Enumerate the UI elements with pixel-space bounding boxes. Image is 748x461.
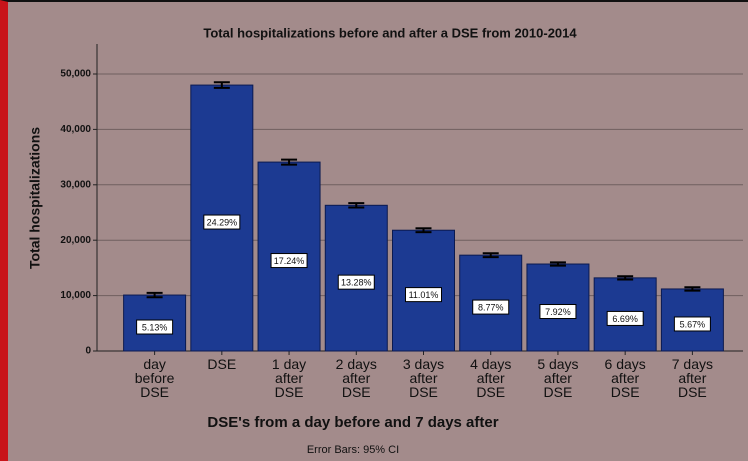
y-tick-label: 20,000 (60, 235, 91, 246)
error-bar (213, 81, 230, 89)
percent-label: 13.28% (341, 278, 372, 288)
percent-label: 7.92% (545, 307, 571, 317)
error-bar (684, 286, 701, 292)
percent-label: 5.67% (680, 319, 706, 329)
y-tick-label: 40,000 (60, 124, 91, 135)
x-tick-label: 3 days after DSE (402, 356, 445, 400)
percent-label: 17.24% (274, 256, 305, 266)
error-bar (281, 158, 298, 166)
footnote: Error Bars: 95% CI (307, 444, 399, 456)
percent-label-box (136, 319, 174, 335)
percent-label-box (405, 287, 442, 303)
x-tick-label: 6 days after DSE (604, 356, 646, 400)
y-tick-label: 30,000 (60, 179, 91, 190)
error-bar (617, 275, 634, 281)
error-bar (549, 261, 566, 267)
percent-label: 24.29% (207, 217, 238, 227)
x-tick-label: 2 days after DSE (335, 356, 377, 400)
percent-label: 8.77% (478, 302, 504, 312)
x-tick-label: day before DSE (134, 356, 175, 400)
percent-label-box (337, 274, 375, 290)
x-axis-title: DSE's from a day before and 7 days after (207, 414, 498, 431)
error-bar (482, 252, 499, 259)
percent-label: 6.69% (612, 314, 638, 324)
y-tick-label: 50,000 (60, 69, 91, 80)
x-tick-label: 7 days after DSE (671, 356, 713, 400)
percent-label: 5.13% (142, 322, 168, 332)
chart-title: Total hospitalizations before and after … (203, 25, 577, 40)
error-bar (348, 202, 365, 209)
y-tick-label: 0 (85, 346, 91, 357)
percent-label-box (270, 253, 308, 269)
percent-label-box (673, 316, 711, 332)
percent-label-box (539, 304, 577, 320)
x-tick-label: 5 days after DSE (537, 356, 579, 400)
percent-label-box (203, 214, 241, 230)
x-tick-label: DSE (207, 356, 237, 372)
x-tick-label: 4 days after DSE (470, 356, 512, 400)
error-bar (415, 227, 432, 234)
percent-label-box (606, 310, 644, 326)
percent-label-box (472, 299, 510, 315)
chart-svg: Total hospitalizations before and after … (27, 25, 743, 456)
y-tick-label: 10,000 (60, 290, 91, 301)
y-axis-title: Total hospitalizations (27, 127, 43, 269)
error-bar (146, 291, 163, 299)
x-tick-label: 1 day after DSE (271, 356, 307, 400)
percent-label: 11.01% (409, 290, 439, 300)
